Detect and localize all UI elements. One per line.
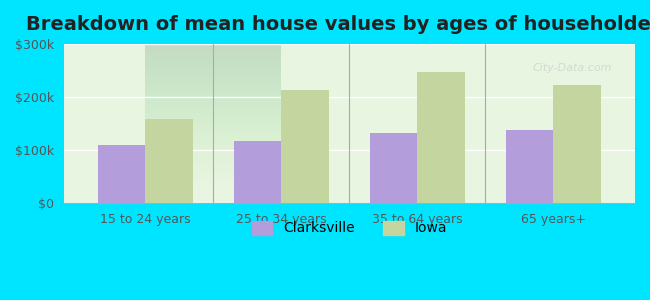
Title: Breakdown of mean house values by ages of householders: Breakdown of mean house values by ages o… — [27, 15, 650, 34]
Bar — [146, 119, 193, 203]
Legend: Clarksville, Iowa: Clarksville, Iowa — [246, 215, 453, 241]
Bar — [506, 130, 553, 203]
Bar — [417, 71, 465, 203]
Bar — [281, 90, 329, 203]
Bar — [370, 133, 417, 203]
Text: City-Data.com: City-Data.com — [532, 63, 612, 73]
Bar — [98, 145, 146, 203]
Bar — [553, 85, 601, 203]
Bar — [234, 141, 281, 203]
